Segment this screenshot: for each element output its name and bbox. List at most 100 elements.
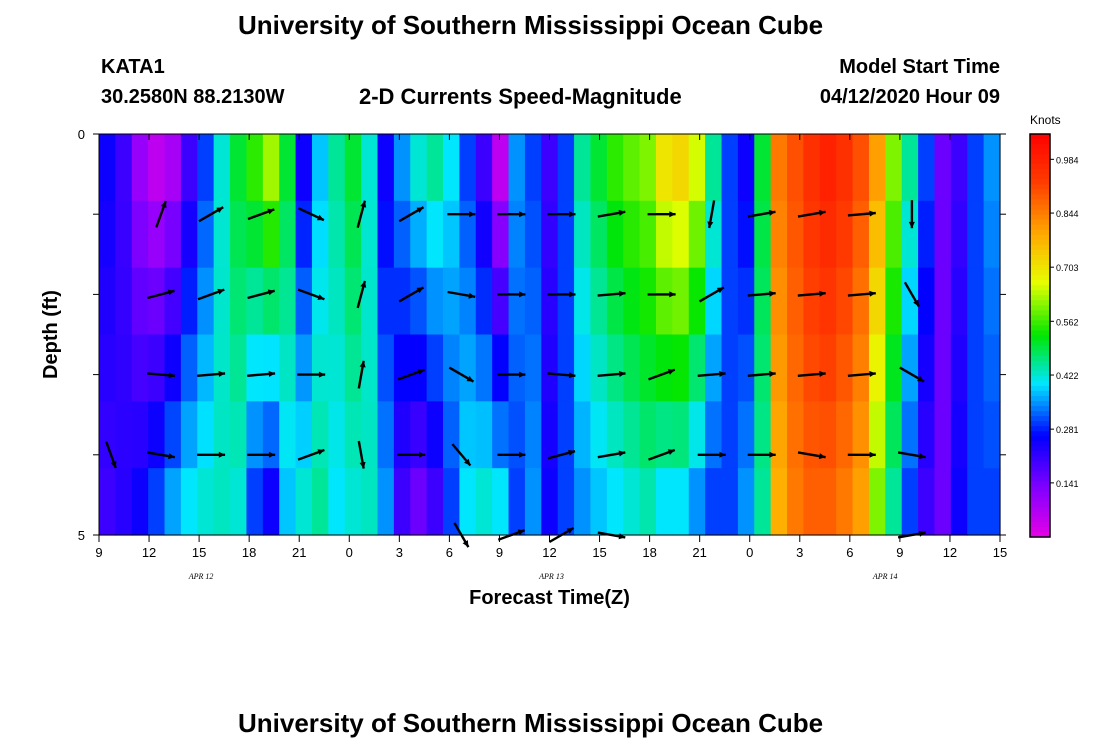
colorbar-tick-label: 0.141 [1056,479,1079,489]
heatmap-cell [655,267,673,336]
heatmap-cell [230,134,248,202]
heatmap-cell [852,401,870,469]
heatmap-cell [197,267,215,336]
heatmap-cell [443,134,460,202]
heatmap-cell [197,134,215,202]
heatmap-cell [868,401,886,469]
heatmap-cell [213,134,231,202]
heatmap-cell [164,334,182,402]
heatmap-cell [443,468,460,536]
heatmap-cell [148,334,166,402]
x-tick-label: 15 [592,545,606,560]
current-vector [747,209,776,218]
heatmap-cell [262,200,280,269]
heatmap-cell [737,401,755,469]
heatmap-cell [377,134,395,202]
heatmap-cell [230,200,248,269]
heatmap-cell [819,401,837,469]
heatmap-cell [918,401,936,469]
current-vector [398,286,425,303]
heatmap-cell [934,267,952,336]
heatmap-cell [443,200,460,269]
heatmap-cell [311,200,329,269]
x-tick-label: 0 [346,545,353,560]
heatmap-cell [672,134,690,202]
heatmap-cell [541,267,559,336]
colorbar-tick-label: 0.703 [1056,263,1079,273]
heatmap-cell [950,401,968,469]
heatmap-cell [557,200,575,269]
current-vector [247,208,275,221]
heatmap-cell [819,468,837,536]
heatmap-cell [934,134,952,202]
heatmap-cell [295,267,313,336]
heatmap-cell [279,200,297,269]
heatmap-cell [950,200,968,269]
heatmap-cell [754,200,772,269]
date-label: APR 13 [538,572,564,581]
heatmap-cell [377,468,395,536]
current-vector [697,370,726,377]
heatmap-cell [688,401,706,469]
heatmap-cell [295,334,313,402]
heatmap-cell [344,200,362,269]
heatmap-cell [475,200,493,269]
heatmap-cell [950,267,968,336]
heatmap-cell [377,267,395,336]
x-tick-label: 9 [95,545,102,560]
heatmap-cell [655,468,673,536]
heatmap-cell [770,200,788,269]
current-vector [648,448,676,461]
current-vector [497,291,526,298]
heatmap-cell [377,401,395,469]
heatmap-cell [803,200,821,269]
heatmap-cell [524,267,542,336]
heatmap-cell [918,468,936,536]
current-vector [147,289,175,300]
heatmap-cell [983,267,1001,336]
current-vector [547,372,576,379]
heatmap-cell [967,134,985,202]
heatmap-cell [967,401,985,469]
heatmap-cell [836,134,854,202]
heatmap-cell [557,134,575,202]
heatmap-cell [213,334,231,402]
heatmap-cell [819,334,837,402]
heatmap-cell [459,134,477,202]
heatmap-cell [770,401,788,469]
heatmap-cell [770,334,788,402]
heatmap-cell [115,401,133,469]
heatmap-cell [787,401,805,469]
heatmap-cell [672,468,690,536]
heatmap-cell [557,468,575,536]
heatmap-cell [279,334,297,402]
x-tick-label: 18 [242,545,256,560]
current-vector [647,291,676,298]
x-tick-label: 12 [943,545,957,560]
x-tick-label: 6 [846,545,853,560]
heatmap-cell [361,468,379,536]
current-vector [297,448,325,461]
heatmap-cell [672,334,690,402]
heatmap-cell [918,334,936,402]
x-tick-label: 12 [542,545,556,560]
heatmap-cell [868,200,886,269]
heatmap-cell [393,267,411,336]
heatmap-cell [541,200,559,269]
heatmap-cell [148,267,166,336]
heatmap-cell [311,134,329,202]
heatmap-cell [344,134,362,202]
heatmap-cell [508,267,526,336]
heatmap-cell [279,134,297,202]
heatmap-cell [148,468,166,536]
heatmap-cell [492,134,510,202]
heatmap-cell [459,468,477,536]
current-vector [698,286,725,303]
x-tick-label: 9 [496,545,503,560]
heatmap-cell [623,334,641,402]
heatmap-cell [246,134,264,202]
heatmap-cell [246,401,264,469]
heatmap-cell [705,468,723,536]
heatmap-cell [164,134,182,202]
heatmap-cell [672,267,690,336]
